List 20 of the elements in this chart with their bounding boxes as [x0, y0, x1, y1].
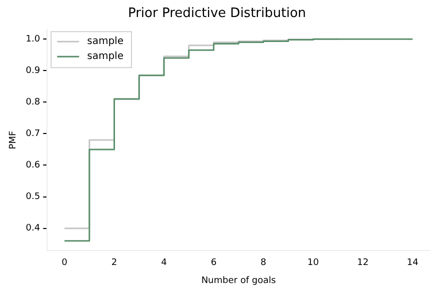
- y-tick-label: 0.9: [26, 66, 40, 76]
- x-tick-label: 14: [406, 258, 419, 268]
- y-tick-label: 0.4: [26, 224, 40, 234]
- y-tick-label: 1.0: [26, 34, 40, 44]
- x-tick-label: 6: [210, 258, 217, 268]
- y-axis-title: PMF: [8, 130, 19, 150]
- x-axis-title: Number of goals: [201, 276, 276, 286]
- x-tick-label: 8: [260, 258, 267, 268]
- x-tick-label: 0: [62, 258, 68, 268]
- y-tick-label: 0.8: [26, 97, 40, 108]
- x-tick-label: 2: [111, 258, 118, 268]
- y-tick-label: 0.5: [26, 192, 40, 202]
- x-tick-label: 10: [307, 258, 320, 268]
- x-tick-label: 4: [161, 258, 168, 268]
- y-tick-label: 0.7: [26, 129, 40, 140]
- legend-label: sample: [87, 51, 124, 62]
- legend-label: sample: [87, 36, 124, 48]
- x-tick-label: 12: [357, 258, 369, 268]
- chart-title: Prior Predictive Distribution: [128, 6, 306, 22]
- y-tick-label: 0.6: [26, 160, 40, 171]
